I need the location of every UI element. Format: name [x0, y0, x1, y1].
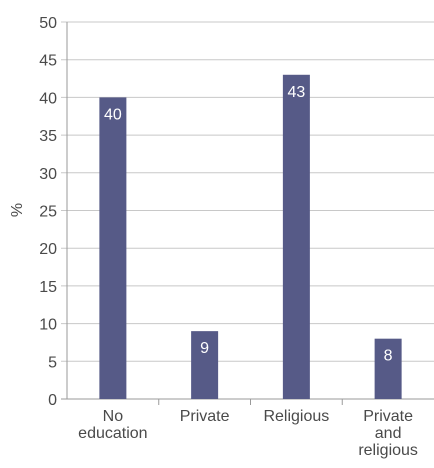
data-label: 9 [200, 340, 209, 357]
y-tick-label: 0 [48, 392, 57, 409]
y-tick-label: 50 [39, 15, 57, 32]
bar [374, 338, 402, 399]
data-labels: 40 9 43 8 [104, 84, 393, 365]
category-label: Private [180, 408, 230, 425]
y-tick-label: 20 [39, 241, 57, 258]
category-label: Religious [263, 408, 329, 425]
y-tick-label: 5 [48, 354, 57, 371]
category-label-line: Private [363, 408, 413, 425]
data-label: 43 [287, 84, 305, 101]
category-label: No education [78, 408, 147, 442]
category-label-line: and [375, 425, 402, 442]
y-tick-label: 40 [39, 90, 57, 107]
y-tick-label: 15 [39, 279, 57, 296]
bar [282, 74, 310, 399]
category-label-line: religious [358, 442, 418, 459]
y-tick-labels: 0 5 10 15 20 25 30 35 40 45 50 [39, 15, 57, 409]
category-label-line: education [78, 425, 147, 442]
bars [99, 74, 402, 400]
y-tick-label: 45 [39, 53, 57, 70]
bar [191, 331, 219, 399]
category-label-line: No [103, 408, 124, 425]
y-tick-label: 25 [39, 204, 57, 221]
y-tick-label: 10 [39, 317, 57, 334]
category-label: Private and religious [358, 408, 418, 459]
y-tick-label: 35 [39, 128, 57, 145]
y-axis-title: % [9, 203, 26, 217]
data-label: 8 [384, 348, 393, 365]
bar [99, 97, 127, 400]
category-label-line: Religious [263, 408, 329, 425]
category-label-line: Private [180, 408, 230, 425]
data-label: 40 [104, 106, 122, 123]
y-tick-label: 30 [39, 166, 57, 183]
